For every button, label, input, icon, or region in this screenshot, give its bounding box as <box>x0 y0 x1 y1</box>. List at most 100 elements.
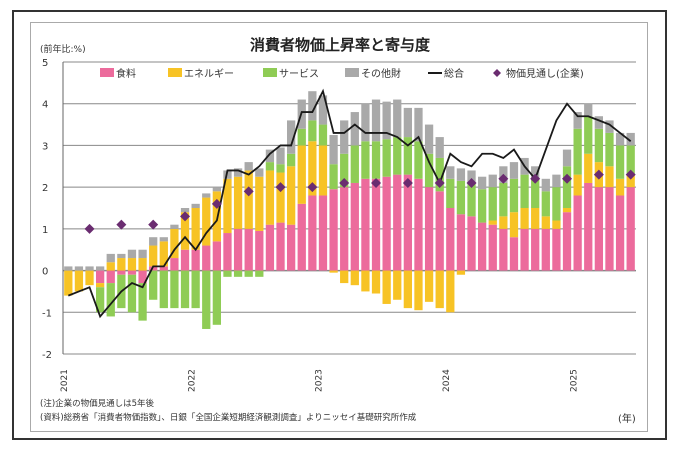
bar-other <box>446 166 455 179</box>
bar-food <box>393 174 402 271</box>
bar-energy <box>393 270 402 300</box>
bar-other <box>127 249 137 259</box>
bar-services <box>467 182 476 217</box>
bar-other <box>573 112 582 129</box>
bar-services <box>541 191 550 217</box>
bar-energy <box>531 208 540 229</box>
legend-swatch-other <box>345 68 359 77</box>
bar-services <box>244 270 253 277</box>
x-tick-label: 2024 <box>442 369 452 392</box>
bar-services <box>446 178 455 208</box>
bar-energy <box>244 170 253 229</box>
bar-other <box>605 120 614 133</box>
bar-services <box>308 120 317 142</box>
bar-energy <box>276 172 285 223</box>
bar-energy <box>297 145 306 204</box>
bar-energy <box>138 258 147 271</box>
bar-services <box>287 153 296 167</box>
bar-food <box>350 182 359 271</box>
bar-food <box>509 237 519 271</box>
bar-services <box>414 141 423 179</box>
source-text: (資料)総務省「消費者物価指数」、日銀「全国企業短期経済観測調査」よりニッセイ基… <box>40 413 417 423</box>
bar-food <box>106 270 115 284</box>
bar-food <box>127 270 137 275</box>
total-line <box>67 88 632 319</box>
note-text: (注)企業の物価見通しは5年後 <box>40 399 155 409</box>
inner-frame <box>30 22 648 432</box>
bar-food <box>202 245 211 271</box>
bar-energy <box>488 220 497 225</box>
bar-food <box>276 222 285 271</box>
bar-food <box>96 270 105 284</box>
bar-energy <box>361 270 370 292</box>
bar-energy <box>202 197 211 246</box>
bar-food <box>308 195 317 271</box>
bar-food <box>340 187 349 271</box>
bar-other <box>584 103 593 117</box>
bar-services <box>424 153 434 188</box>
bar-energy <box>74 270 84 292</box>
bar-food <box>446 208 455 271</box>
bar-other <box>626 132 635 146</box>
legend-label-other: その他財 <box>361 67 401 80</box>
bar-other <box>149 237 158 246</box>
expectation-point <box>402 177 413 188</box>
bar-other <box>509 162 519 179</box>
bar-other <box>467 170 476 183</box>
bar-services <box>138 283 147 321</box>
bar-energy <box>541 216 550 229</box>
bar-services <box>615 145 625 179</box>
bar-services <box>212 270 221 325</box>
bar-other <box>255 168 264 177</box>
bar-services <box>403 137 412 175</box>
bar-food <box>212 241 221 271</box>
bar-services <box>562 166 572 208</box>
bar-energy <box>64 270 73 296</box>
bar-energy <box>85 270 94 286</box>
bar-other <box>340 120 349 154</box>
expectation-point <box>148 219 159 230</box>
bar-other <box>287 120 296 154</box>
bar-services <box>584 116 593 154</box>
bar-services <box>96 287 105 313</box>
bar-other <box>371 99 381 142</box>
y-tick-label: 5 <box>42 58 48 69</box>
expectation-point <box>562 173 573 184</box>
bar-other <box>117 253 126 259</box>
bar-food <box>478 222 487 271</box>
bar-services <box>202 270 211 329</box>
bar-energy <box>329 270 338 273</box>
bar-other <box>531 166 540 179</box>
bar-energy <box>117 258 126 271</box>
bar-other <box>424 124 434 154</box>
bar-food <box>414 178 423 271</box>
bar-food <box>615 195 625 271</box>
bar-energy <box>159 241 168 267</box>
bar-services <box>361 141 370 179</box>
bar-food <box>244 228 253 271</box>
bar-services <box>329 164 338 190</box>
bar-food <box>424 187 434 271</box>
bar-food <box>520 228 529 271</box>
bar-other <box>478 176 487 190</box>
y-tick-label: -1 <box>42 308 52 319</box>
expectation-point <box>84 223 95 234</box>
bar-energy <box>573 174 582 196</box>
bar-energy <box>520 208 529 229</box>
bar-energy <box>562 208 572 213</box>
bar-services <box>159 270 168 309</box>
bar-other <box>403 107 412 138</box>
bar-energy <box>96 283 105 288</box>
bar-energy <box>499 216 508 229</box>
y-tick-label: 2 <box>42 183 48 194</box>
bar-other <box>361 103 370 142</box>
bar-services <box>127 274 137 313</box>
bar-other <box>191 203 200 208</box>
bar-other <box>382 101 391 140</box>
bar-energy <box>414 270 423 311</box>
bar-energy <box>435 270 444 309</box>
bar-energy <box>456 270 466 275</box>
bar-food <box>138 270 147 284</box>
bar-energy <box>308 141 317 196</box>
